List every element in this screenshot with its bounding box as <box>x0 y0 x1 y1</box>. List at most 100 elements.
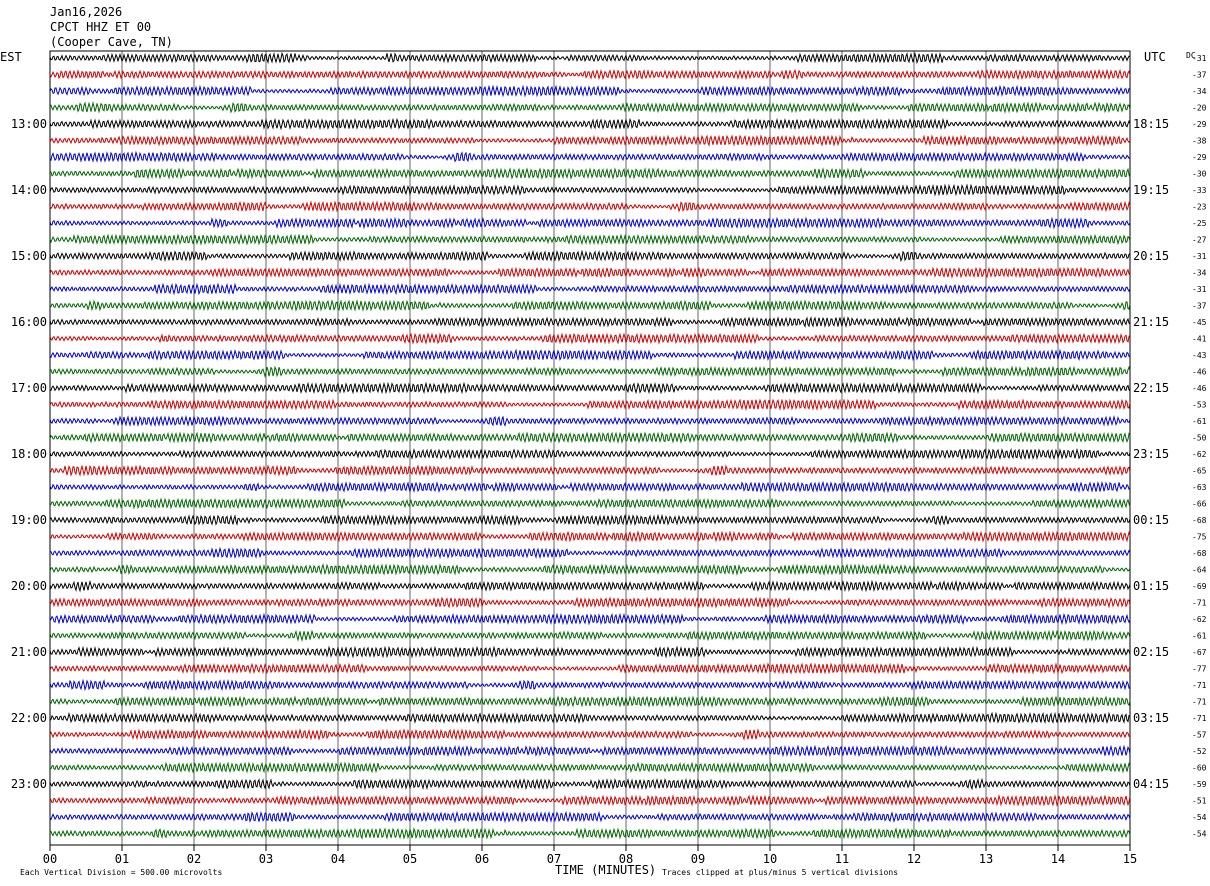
x-tick-label: 06 <box>475 852 489 866</box>
dc-offset-label: -27 <box>1192 236 1207 245</box>
trace-line <box>49 579 1131 593</box>
dc-offset-label: -71 <box>1192 714 1207 723</box>
trace-line <box>49 200 1131 213</box>
x-tick-label: 02 <box>187 852 201 866</box>
x-tick-label: 03 <box>259 852 273 866</box>
dc-offset-label: -64 <box>1192 566 1207 575</box>
dc-offset-label: -54 <box>1192 813 1207 822</box>
trace-line <box>50 530 1131 543</box>
left-hour-label: 21:00 <box>11 645 47 659</box>
dc-offset-label: -20 <box>1192 104 1207 113</box>
trace-line <box>49 84 1131 98</box>
clip-note: Traces clipped at plus/minus 5 vertical … <box>662 868 898 877</box>
trace-line <box>49 414 1131 428</box>
dc-offset-label: -53 <box>1192 401 1207 410</box>
x-tick-label: 11 <box>835 852 849 866</box>
left-hour-label: 13:00 <box>11 117 47 131</box>
dc-offset-label: -57 <box>1192 731 1207 740</box>
trace-line <box>49 744 1131 758</box>
trace-line <box>49 513 1131 527</box>
trace-line <box>49 101 1131 114</box>
right-hour-label: 19:15 <box>1133 183 1169 197</box>
dc-offset-label: -61 <box>1192 632 1207 641</box>
trace-line <box>49 596 1131 609</box>
dc-offset-label: -37 <box>1192 302 1207 311</box>
right-hour-label: 22:15 <box>1133 381 1169 395</box>
trace-line <box>49 216 1131 230</box>
trace-line <box>49 249 1131 263</box>
right-hour-label: 02:15 <box>1133 645 1169 659</box>
x-tick-label: 05 <box>403 852 417 866</box>
x-tick-label: 10 <box>763 852 777 866</box>
trace-line <box>49 348 1131 362</box>
dc-offset-labels: -31 -37 -34 -20 -29 -38 -29 -30 -33 -23 -25 -27 -31 -… <box>1192 54 1207 839</box>
x-tick-label: 04 <box>331 852 345 866</box>
trace-line <box>49 662 1131 675</box>
x-axis-title: TIME (MINUTES) <box>555 863 656 877</box>
dc-offset-label: -66 <box>1192 500 1207 509</box>
x-tick-label: 14 <box>1051 852 1065 866</box>
x-axis-ticks: 00 01 02 03 04 05 06 07 08 09 10 11 12 13 14 15 <box>43 845 1137 866</box>
header-location: (Cooper Cave, TN) <box>50 35 173 49</box>
left-hour-label: 20:00 <box>11 579 47 593</box>
x-tick-label: 09 <box>691 852 705 866</box>
dc-offset-label: -60 <box>1192 764 1207 773</box>
x-tick-label: 01 <box>115 852 129 866</box>
right-hour-label: 01:15 <box>1133 579 1169 593</box>
trace-line <box>49 266 1131 279</box>
dc-offset-label: -30 <box>1192 170 1207 179</box>
trace-line <box>49 134 1131 147</box>
trace-line <box>49 728 1131 741</box>
dc-offset-label: -71 <box>1192 681 1207 690</box>
trace-line <box>49 365 1131 379</box>
left-hour-label: 23:00 <box>11 777 47 791</box>
right-hour-label: 18:15 <box>1133 117 1169 131</box>
dc-offset-label: -51 <box>1192 797 1207 806</box>
trace-line <box>49 827 1131 840</box>
dc-offset-label: -52 <box>1192 747 1207 756</box>
dc-offset-label: -29 <box>1192 120 1207 129</box>
trace-lines <box>49 51 1131 840</box>
dc-offset-label: -43 <box>1192 351 1207 360</box>
right-hour-label: 23:15 <box>1133 447 1169 461</box>
dc-offset-label: -62 <box>1192 450 1207 459</box>
trace-line <box>49 794 1131 807</box>
trace-line <box>49 431 1131 444</box>
dc-offset-label: -71 <box>1192 698 1207 707</box>
dc-offset-label: -75 <box>1192 533 1207 542</box>
x-tick-label: 00 <box>43 852 57 866</box>
dc-offset-label: -65 <box>1192 467 1207 476</box>
dc-offset-label: -59 <box>1192 780 1207 789</box>
trace-line <box>49 480 1131 494</box>
left-hour-label: 15:00 <box>11 249 47 263</box>
right-hour-label: 20:15 <box>1133 249 1169 263</box>
left-hour-label: 17:00 <box>11 381 47 395</box>
trace-line <box>49 316 1131 329</box>
trace-line <box>49 68 1131 81</box>
x-tick-label: 07 <box>547 852 561 866</box>
trace-line <box>49 282 1131 296</box>
dc-offset-label: -77 <box>1192 665 1207 674</box>
dc-offset-label: -50 <box>1192 434 1207 443</box>
left-hour-label: 22:00 <box>11 711 47 725</box>
x-tick-label: 13 <box>979 852 993 866</box>
trace-line <box>49 612 1131 626</box>
trace-line <box>49 332 1131 345</box>
trace-line <box>49 777 1131 791</box>
trace-line <box>49 299 1131 312</box>
trace-line <box>49 810 1131 824</box>
dc-offset-label: -37 <box>1192 71 1207 80</box>
trace-line <box>49 546 1131 560</box>
trace-line <box>49 150 1131 164</box>
trace-line <box>49 629 1131 643</box>
left-hour-label: 16:00 <box>11 315 47 329</box>
dc-offset-label: -31 <box>1192 285 1207 294</box>
dc-offset-label: -23 <box>1192 203 1207 212</box>
left-zone-label: EST <box>0 50 22 64</box>
right-hour-label: 03:15 <box>1133 711 1169 725</box>
trace-line <box>49 398 1131 412</box>
dc-offset-label: -71 <box>1192 599 1207 608</box>
dc-offset-label: -25 <box>1192 219 1207 228</box>
trace-line <box>49 645 1131 659</box>
